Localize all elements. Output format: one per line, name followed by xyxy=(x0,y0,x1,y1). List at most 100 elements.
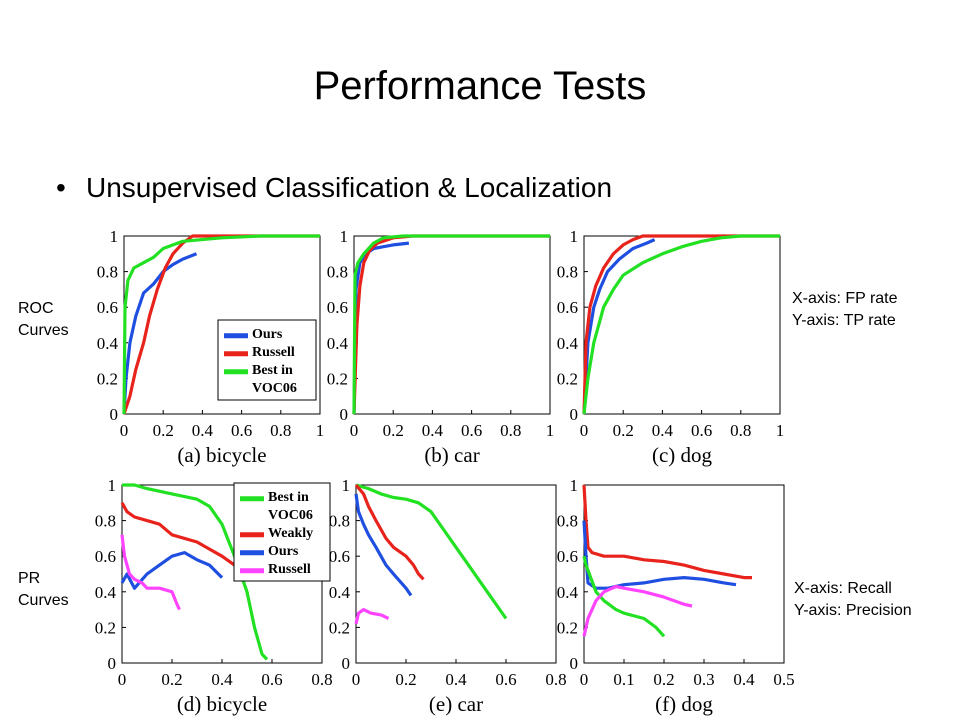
pr-row-label-line2: Curves xyxy=(18,592,69,609)
x-tick-label: 0.2 xyxy=(653,670,674,689)
bullet-item: • Unsupervised Classification & Localizat… xyxy=(56,172,612,204)
y-tick-label: 1 xyxy=(108,476,117,495)
y-tick-label: 1 xyxy=(110,227,119,246)
chart-c-dog: 0 0.2 0.4 0.6 0.8 1 0 0.2 0.4 0.6 0.8 1 (c) dog xyxy=(557,227,785,467)
y-tick-label: 0.2 xyxy=(557,618,578,637)
plot-frame xyxy=(583,484,785,664)
x-tick-label: 0 xyxy=(580,670,589,689)
roc-row-label-line1: ROC xyxy=(18,300,54,317)
x-tick-label: 0.2 xyxy=(383,421,404,440)
x-tick-label: 0 xyxy=(580,421,589,440)
plot-frame xyxy=(355,484,557,664)
x-tick-label: 0.8 xyxy=(311,670,332,689)
pr-row-label-line1: PR xyxy=(18,570,41,587)
x-tick-label: 0.6 xyxy=(231,421,252,440)
legend: Ours Russell Best in VOC06 xyxy=(217,319,317,401)
y-tick-label: 0 xyxy=(340,405,349,424)
y-tick-label: 0.8 xyxy=(97,263,118,282)
y-tick-label: 0.8 xyxy=(327,263,348,282)
x-tick-label: 0 xyxy=(120,421,129,440)
chart-a-bicycle: 0 0.2 0.4 0.6 0.8 1 0 0.2 0.4 0.6 0.8 1 (a) bicycle O… xyxy=(97,227,325,467)
x-tick-label: 0.6 xyxy=(691,421,712,440)
legend-label-ours: Ours xyxy=(252,327,283,342)
series-line-russell xyxy=(354,607,390,625)
y-tick-label: 0.6 xyxy=(329,547,350,566)
x-tick-label: 0.2 xyxy=(153,421,174,440)
panel-label: (f) dog xyxy=(655,692,713,716)
y-tick-label: 0.2 xyxy=(97,369,118,388)
y-tick-label: 0.4 xyxy=(329,583,351,602)
x-tick-label: 0.8 xyxy=(730,421,751,440)
chart-e-car: 0 0.2 0.4 0.6 0.8 0 0.2 0.4 0.6 0.8 1 (e) car xyxy=(329,476,567,716)
series-line-russell xyxy=(120,534,181,611)
y-tick-label: 0 xyxy=(570,654,579,673)
series-line-best-in-voc06 xyxy=(122,234,320,415)
x-tick-label: 0 xyxy=(350,421,359,440)
x-tick-label: 0 xyxy=(352,670,361,689)
chart-f-dog: 0 0.1 0.2 0.3 0.4 0.5 0 0.2 0.4 0.6 0.8 1 (f) dog xyxy=(557,476,795,716)
y-tick-label: 0.8 xyxy=(329,512,350,531)
pr-axis-note: X-axis: Recall Y-axis: Precision xyxy=(794,578,912,622)
series-line-ours xyxy=(120,550,224,590)
y-tick-label: 0.6 xyxy=(95,547,116,566)
x-tick-label: 0.4 xyxy=(733,670,755,689)
x-tick-label: 0.6 xyxy=(495,670,516,689)
legend-label-weakly: Weakly xyxy=(268,526,313,541)
legend-label-russell: Russell xyxy=(268,562,311,577)
y-tick-label: 0.2 xyxy=(557,369,578,388)
y-tick-label: 0.6 xyxy=(557,298,578,317)
y-tick-label: 0.2 xyxy=(95,618,116,637)
x-tick-label: 0.6 xyxy=(461,421,482,440)
series-line-russell xyxy=(582,584,693,637)
legend-label-ours: Ours xyxy=(268,544,299,559)
x-tick-label: 1 xyxy=(776,421,785,440)
x-tick-label: 0.8 xyxy=(500,421,521,440)
y-tick-label: 0.4 xyxy=(95,583,117,602)
y-tick-label: 0.2 xyxy=(327,369,348,388)
y-tick-label: 0.6 xyxy=(97,298,118,317)
y-tick-label: 1 xyxy=(340,227,349,246)
y-tick-label: 0 xyxy=(570,405,579,424)
series-line-weakly xyxy=(582,484,752,580)
pr-row-label: PR Curves xyxy=(18,568,69,612)
y-tick-label: 0.2 xyxy=(329,618,350,637)
panel-label: (a) bicycle xyxy=(177,443,266,467)
roc-row-label: ROC Curves xyxy=(18,298,69,342)
y-tick-label: 0.6 xyxy=(557,547,578,566)
series-line-weakly xyxy=(120,502,241,575)
y-tick-label: 0.8 xyxy=(557,512,578,531)
bullet-text: Unsupervised Classification & Localizati… xyxy=(86,172,613,203)
x-tick-label: 0.2 xyxy=(161,670,182,689)
legend-label-best-in-voc06: VOC06 xyxy=(252,381,297,396)
x-tick-label: 0.4 xyxy=(192,421,214,440)
series-line-best-in-voc06 xyxy=(582,234,780,415)
series-line-russell xyxy=(582,234,780,415)
panel-label: (d) bicycle xyxy=(177,692,267,716)
legend: Best in VOC06 Weakly Ours Russell xyxy=(233,482,331,582)
roc-axis-note-line1: X-axis: FP rate xyxy=(792,290,898,307)
y-tick-label: 0.4 xyxy=(557,334,579,353)
y-tick-label: 0 xyxy=(342,654,351,673)
slide-title: Performance Tests xyxy=(313,64,647,108)
legend-label-best-in-voc06: VOC06 xyxy=(268,508,313,523)
y-tick-label: 0.6 xyxy=(327,298,348,317)
panel-label: (e) car xyxy=(429,692,483,716)
x-tick-label: 0.2 xyxy=(395,670,416,689)
y-tick-label: 0.8 xyxy=(557,263,578,282)
series-line-ours xyxy=(354,493,413,597)
y-tick-label: 1 xyxy=(570,476,579,495)
x-tick-label: 0.4 xyxy=(652,421,674,440)
y-tick-label: 0 xyxy=(108,654,117,673)
chart-b-car: 0 0.2 0.4 0.6 0.8 1 0 0.2 0.4 0.6 0.8 1 (b) car xyxy=(327,227,555,467)
pr-axis-note-line2: Y-axis: Precision xyxy=(794,602,912,619)
y-tick-label: 0 xyxy=(110,405,119,424)
y-tick-label: 0.4 xyxy=(557,583,579,602)
x-tick-label: 0.8 xyxy=(545,670,566,689)
series-line-best-in-voc06 xyxy=(355,483,508,620)
x-tick-label: 1 xyxy=(316,421,325,440)
x-tick-label: 0.5 xyxy=(773,670,794,689)
panel-label: (b) car xyxy=(424,443,479,467)
panel-label: (c) dog xyxy=(652,443,713,467)
legend-label-russell: Russell xyxy=(252,345,295,360)
series-line-weakly xyxy=(354,483,425,581)
